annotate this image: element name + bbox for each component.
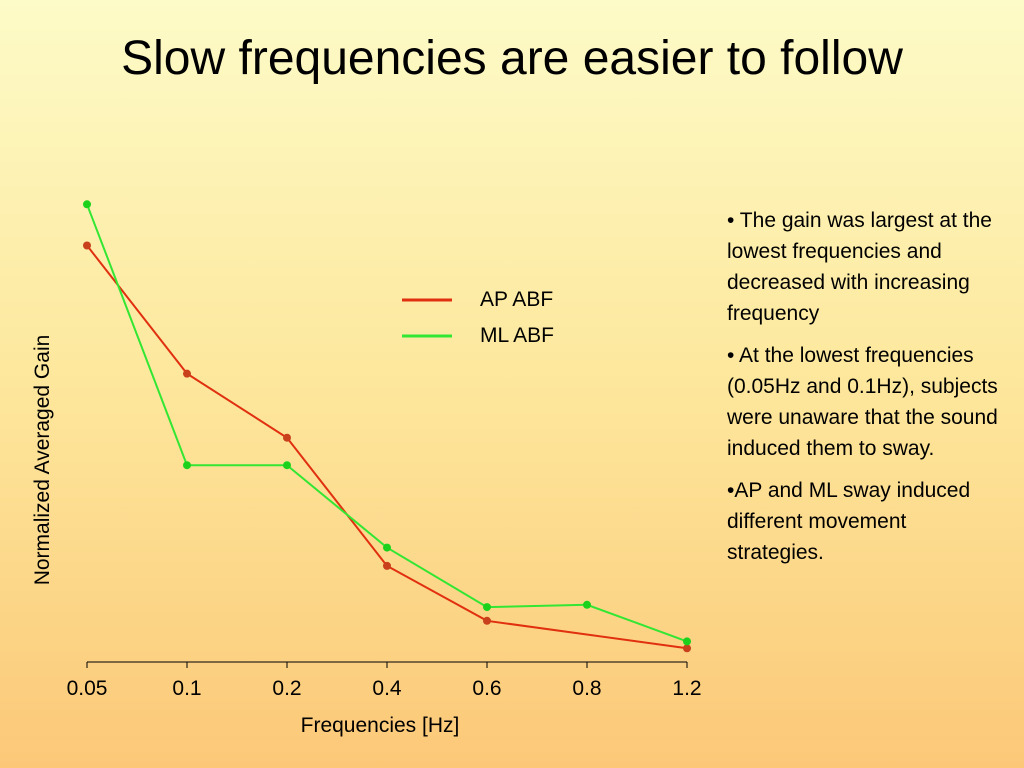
series-line-ml-abf: [86, 203, 688, 643]
data-point: [383, 543, 391, 552]
x-tick-label: 1.2: [672, 677, 701, 700]
legend-label: AP ABF: [480, 288, 553, 311]
legend: AP ABF ML ABF: [402, 288, 554, 347]
slide-title: Slow frequencies are easier to follow: [121, 32, 903, 85]
data-point: [483, 603, 491, 612]
series-line-ap-abf: [86, 244, 688, 650]
x-tick-label: 0.4: [372, 677, 402, 700]
x-axis: 0.05 0.1 0.2 0.4 0.6 0.8 1.2: [67, 661, 702, 700]
data-point: [83, 200, 91, 209]
series-layer: [83, 200, 691, 653]
bullet-list: • The gain was largest at the lowest fre…: [727, 205, 1002, 579]
x-tick-label: 0.05: [67, 677, 108, 700]
data-point: [283, 433, 291, 442]
data-point: [183, 369, 191, 378]
data-point: [483, 616, 491, 625]
bullet-item: • The gain was largest at the lowest fre…: [727, 209, 992, 325]
data-point: [683, 637, 691, 646]
data-point: [183, 461, 191, 470]
data-point: [583, 600, 591, 609]
x-tick-label: 0.8: [572, 677, 601, 700]
bullet-item: •AP and ML sway induced different moveme…: [727, 479, 971, 564]
x-tick-label: 0.1: [172, 677, 201, 700]
bullet-item: • At the lowest frequencies (0.05Hz and …: [727, 344, 998, 460]
x-axis-label: Frequencies [Hz]: [301, 714, 460, 737]
legend-label: ML ABF: [480, 324, 554, 347]
data-point: [683, 644, 691, 653]
x-tick-label: 0.6: [472, 677, 501, 700]
data-point: [83, 241, 91, 250]
x-tick-label: 0.2: [272, 677, 301, 700]
y-axis-label: Normalized Averaged Gain: [31, 335, 54, 586]
data-point: [283, 461, 291, 470]
data-point: [383, 561, 391, 570]
